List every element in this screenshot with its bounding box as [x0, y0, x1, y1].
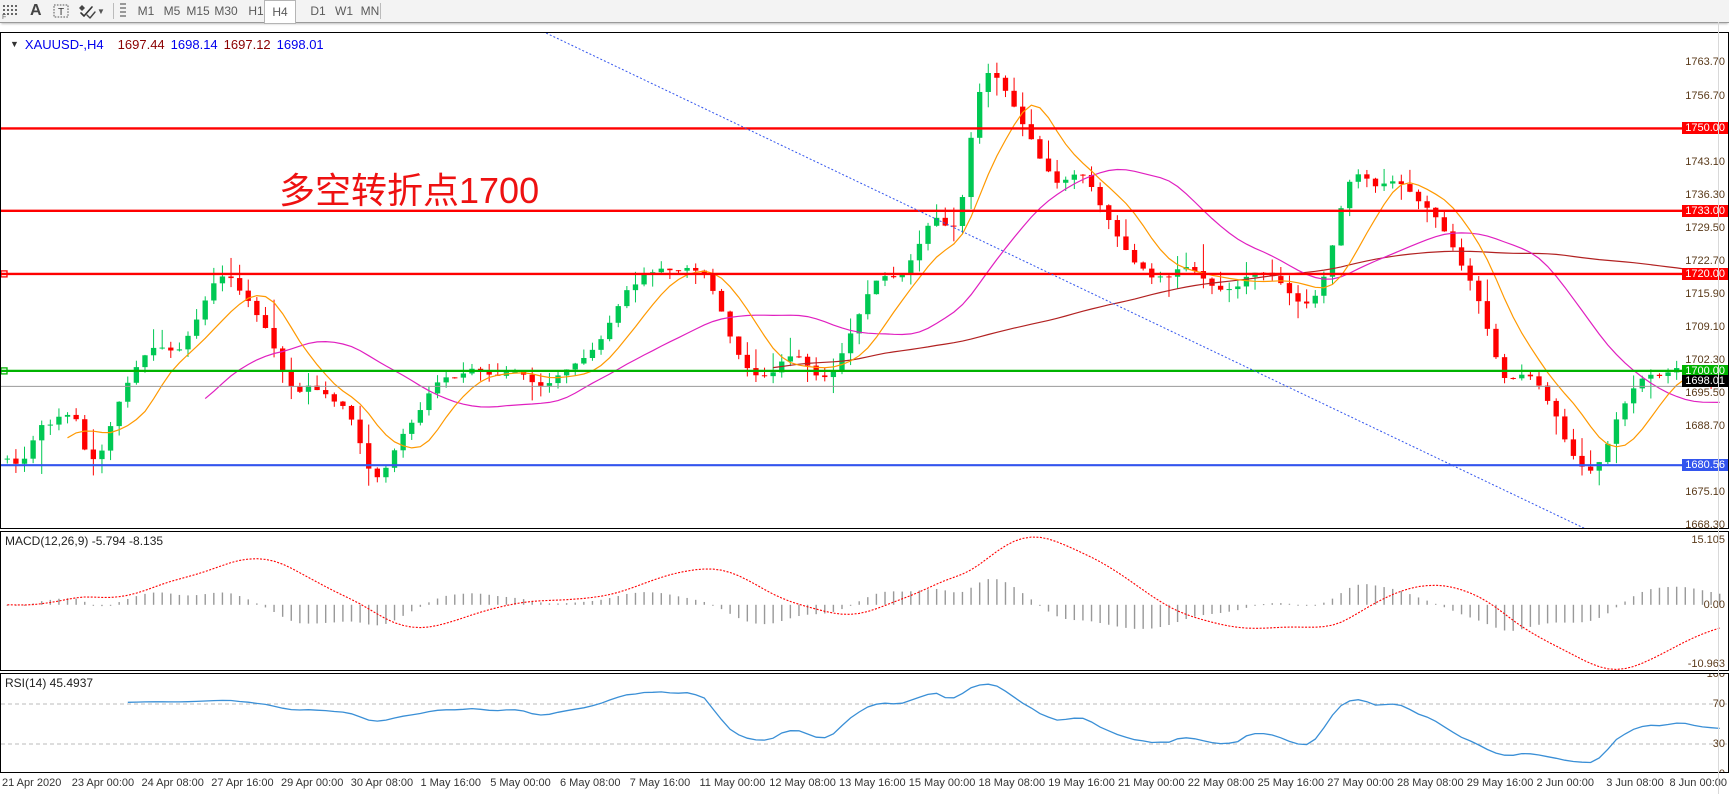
- svg-text:多空转折点1700: 多空转折点1700: [279, 170, 539, 211]
- svg-text:T: T: [58, 7, 64, 18]
